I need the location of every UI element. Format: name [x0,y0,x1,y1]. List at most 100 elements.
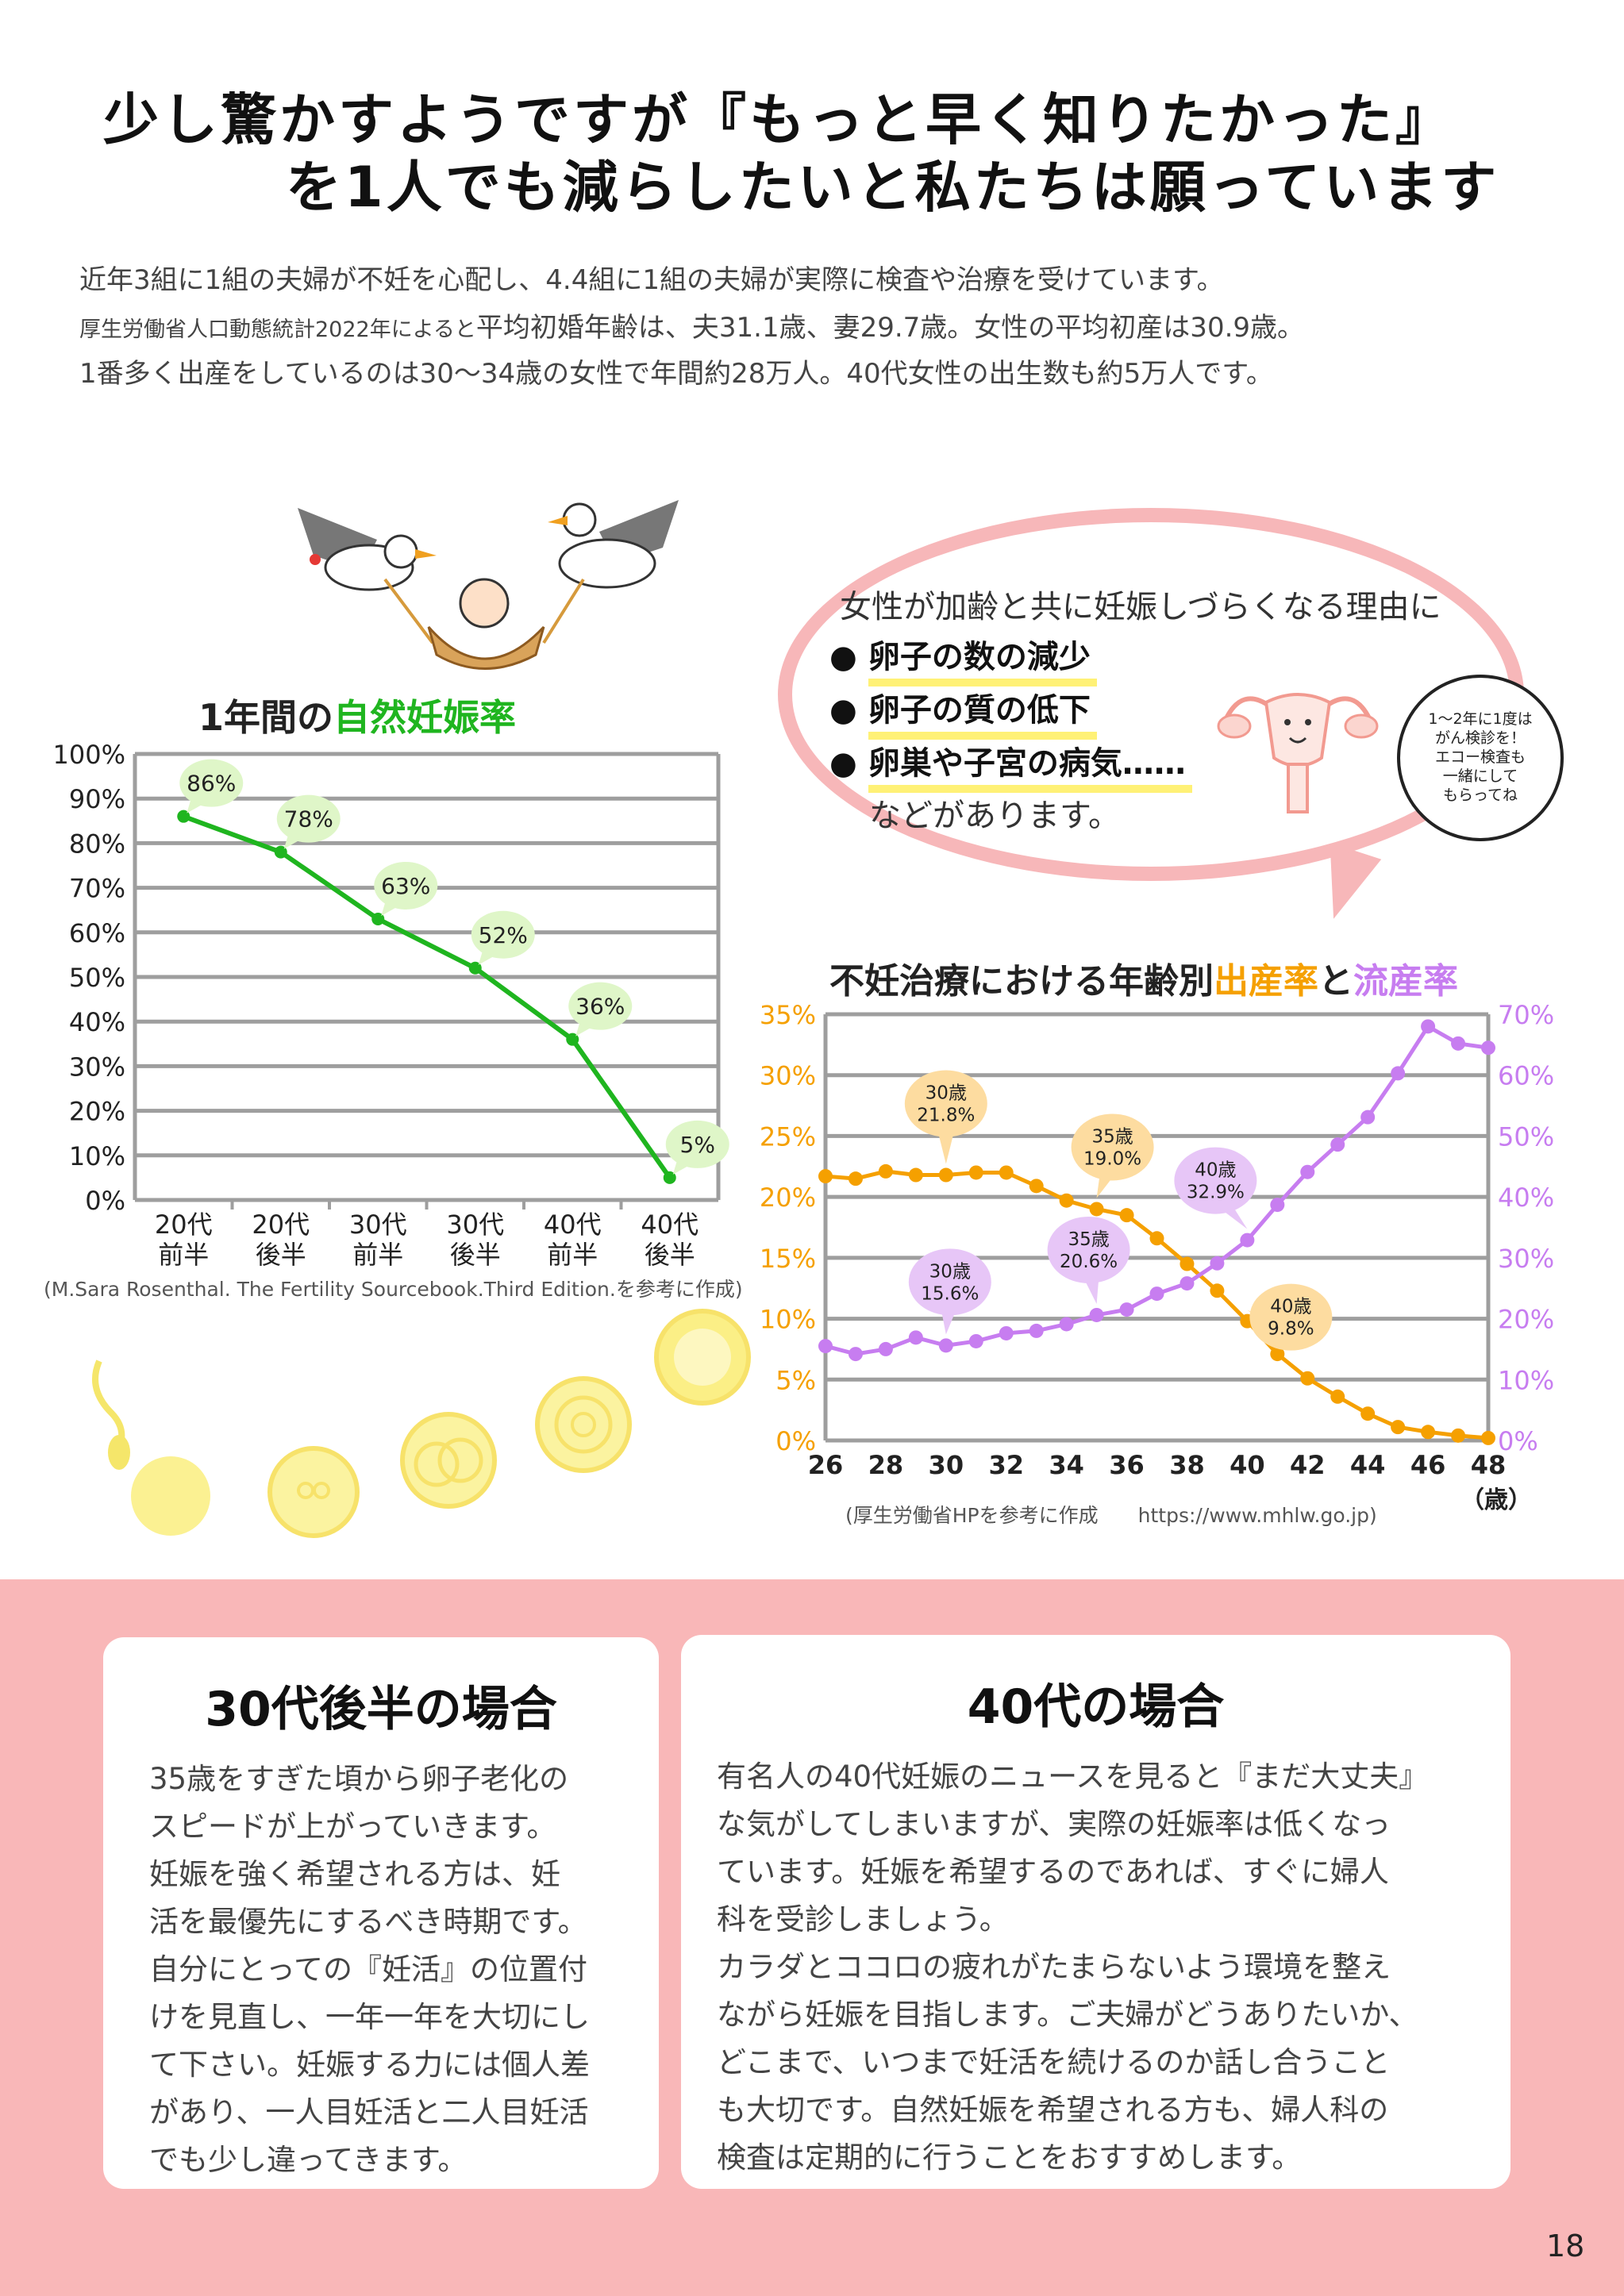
chart2-title-miscarriage: 流産率 [1353,961,1458,1002]
y-tick-label: 80% [69,829,125,859]
birth-rate-point [1119,1208,1134,1223]
birth-rate-point [1210,1283,1225,1298]
miscarriage-rate-point [1270,1198,1285,1213]
callout-label-value: 21.8% [917,1106,975,1126]
card-line: ています。妊娠を希望するのであれば、すぐに婦人 [717,1855,1389,1889]
birth-rate-point [1029,1179,1044,1194]
x-tick-label: 40代後半 [641,1210,698,1270]
y-right-tick-label: 0% [1498,1426,1538,1456]
data-label-bubble [374,861,438,910]
right-bird-icon [548,500,679,589]
data-label: 5% [680,1132,715,1158]
birth-rate-point [1059,1193,1074,1208]
x-tick-label: 42 [1290,1450,1326,1480]
chart2-title-and: と [1318,961,1353,1002]
card-line: て下さい。妊娠する力には個人差 [149,2048,590,2082]
birth-rate-point [999,1165,1014,1180]
card-line: 検査は定期的に行うことをおすすめします。 [717,2140,1302,2175]
headline-line-2: を1人でも減らしたいと私たちは願っています [286,155,1500,220]
fertility-treatment-chart: 0% 5% 10% 15% 20% 25% 30% 35% 0% 10% 20% 30% 40% 50% 6… [760,1000,1554,1514]
x-tick-label-line: 40代 [544,1210,602,1240]
y-tick-label: 20% [69,1097,125,1127]
miscarriage-rate-point [1180,1276,1195,1291]
x-tick-label: 48 [1471,1450,1507,1480]
y-right-tick-label: 10% [1498,1365,1554,1395]
birth-rate-point [818,1169,833,1184]
x-tick-label-line: 40代 [641,1210,698,1240]
data-point [566,1033,579,1046]
x-tick-label: 36 [1109,1450,1145,1480]
x-tick-label-line: 前半 [547,1240,598,1270]
x-tick-label-line: 前半 [158,1240,209,1270]
natural-pregnancy-line [183,813,672,1179]
card-line: スピードが上がっていきます。 [149,1809,556,1844]
card-line: 自分にとっての『妊活』の位置付 [149,1952,588,1986]
y-left-tick-label: 0% [775,1426,816,1456]
reason-item-2: ● 卵子の質の低下 [829,684,1097,740]
birth-rate-point [1300,1371,1315,1386]
card-40s-body: 有名人の40代妊娠のニュースを見ると『まだ大丈夫』 な気がしてしまいますが、実際… [717,1753,1510,2182]
miscarriage-rate-point [1240,1233,1255,1248]
miscarriage-rate-point [1059,1317,1074,1332]
chart2-title-plain: 不妊治療における年齢別 [829,961,1214,1002]
callout-label-age: 35歳 [1091,1126,1133,1147]
data-label: 52% [479,922,528,948]
stork-illustration [298,500,679,670]
reason-text-1: 卵子の数の減少 [868,639,1097,686]
card-late-30s: 30代後半の場合 35歳をすぎた頃から卵子老化の スピードが上がっていきます。 … [103,1637,659,2189]
x-tick-label: 44 [1350,1450,1386,1480]
birth-rate-point [878,1163,893,1179]
intro-line-2-text: 平均初婚年齢は、夫31.1歳、妻29.7歳。女性の平均初産は30.9歳。 [475,312,1305,344]
card-line: でも少し違ってきます。 [149,2143,468,2177]
card-line: 35歳をすぎた頃から卵子老化の [149,1762,569,1796]
birth-rate-point [908,1167,923,1183]
miscarriage-rate-point [1300,1164,1315,1179]
y-tick-label: 90% [69,784,125,814]
data-label: 63% [381,873,430,899]
left-bird-icon [298,508,437,591]
callout-label-age: 30歳 [926,1083,967,1104]
birth-rate-point [1391,1420,1406,1435]
miscarriage-rate-point [1119,1302,1134,1317]
chart2-title-birth: 出産率 [1214,961,1318,1002]
note-line: がん検診を！ [1434,729,1526,747]
card-line: 有名人の40代妊娠のニュースを見ると『まだ大丈夫』 [717,1759,1429,1794]
bullet-icon: ● [829,745,857,782]
miscarriage-rate-point [818,1339,833,1354]
chart2-source: (厚生労働省HPを参考に作成 https://www.mhlw.go.jp) [845,1504,1377,1527]
natural-pregnancy-chart-title: 1年間の自然妊娠率 [198,689,516,741]
chart1-title-plain: 1年間の [198,696,334,739]
x-tick-label: 30代前半 [349,1210,407,1270]
fertility-treatment-chart-title: 不妊治療における年齢別出産率と流産率 [829,952,1458,1003]
x-tick-label-line: 後半 [645,1240,695,1270]
callout-label-value: 32.9% [1187,1183,1245,1203]
callout-bubble [1249,1283,1333,1351]
note-bubble: 1〜2年に1度は がん検診を！ エコー検査も 一緒にして もらってね [1397,675,1564,841]
callout-bubble [904,1070,987,1137]
egg-icon-4 [535,1376,632,1473]
card-line: カラダとココロの疲れがたまらないよう環境を整え [717,1950,1391,1984]
intro-source: 厚生労働省人口動態統計2022年によると [79,317,476,342]
miscarriage-rate-point [1360,1110,1376,1125]
y-right-tick-label: 20% [1498,1305,1554,1335]
birth-rate-point [1481,1430,1495,1445]
x-tick-label: 40 [1230,1450,1265,1480]
birth-rate-point [968,1165,983,1180]
data-label-bubble [179,759,244,807]
x-tick-label: 34 [1049,1450,1084,1480]
x-tick-label: 32 [988,1450,1024,1480]
callout-label-age: 35歳 [1068,1229,1109,1250]
y-right-tick-label: 30% [1498,1244,1554,1274]
callout-label-age: 40歳 [1270,1297,1311,1317]
x-tick-label: 30代後半 [446,1210,504,1270]
y-left-tick-label: 10% [760,1305,816,1335]
miscarriage-rate-point [968,1333,983,1348]
x-axis-unit: （歳） [1460,1486,1532,1514]
miscarriage-rate-point [999,1325,1014,1340]
x-tick-label: 38 [1169,1450,1205,1480]
card-line: な気がしてしまいますが、実際の妊娠率は低くなっ [717,1807,1391,1841]
card-line: 活を最優先にするべき時期です。 [149,1905,587,1939]
data-label-bubble [276,794,341,843]
y-left-tick-label: 25% [760,1121,816,1152]
callout-label-age: 30歳 [929,1261,971,1282]
